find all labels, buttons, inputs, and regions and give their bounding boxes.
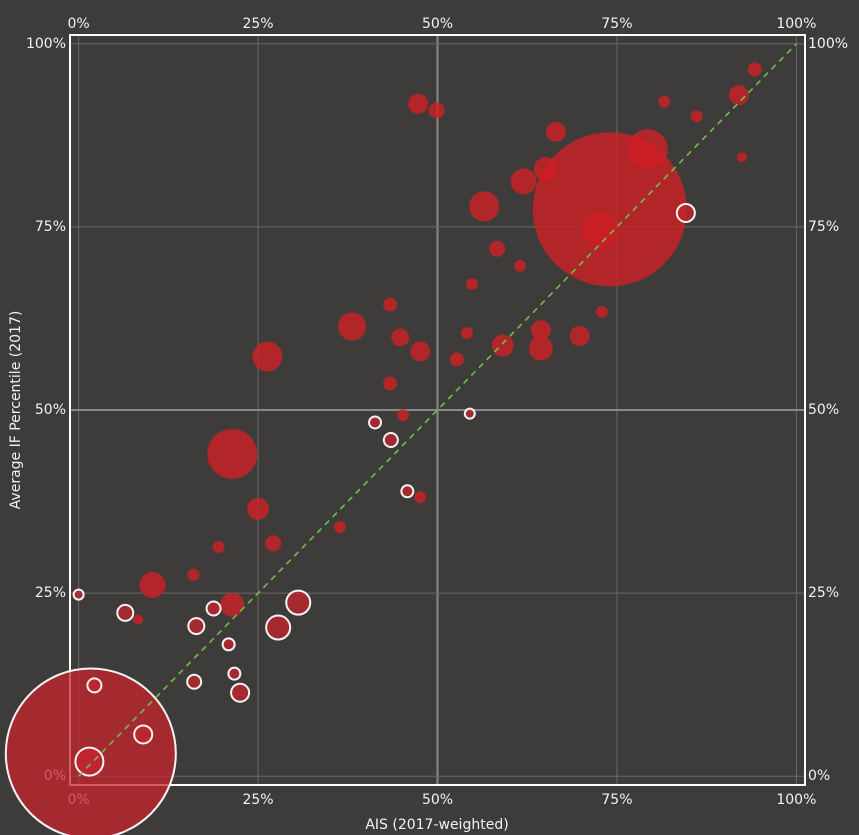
y-axis-label: Average IF Percentile (2017) bbox=[8, 311, 24, 510]
bubble-highlighted bbox=[116, 603, 135, 622]
bubble bbox=[528, 336, 553, 361]
bubble bbox=[545, 121, 566, 142]
bubble-highlighted bbox=[205, 600, 222, 617]
bubble bbox=[595, 305, 608, 318]
bubble bbox=[489, 240, 506, 257]
x-tick-label-top: 25% bbox=[242, 16, 273, 32]
bubble bbox=[690, 110, 703, 123]
bubble bbox=[510, 168, 537, 195]
y-tick-label-right: 75% bbox=[808, 219, 839, 235]
bubble bbox=[207, 428, 258, 479]
bubble bbox=[465, 278, 478, 291]
y-tick-label: 75% bbox=[35, 219, 66, 235]
bubble bbox=[391, 328, 410, 347]
bubble-highlighted bbox=[675, 202, 696, 223]
y-tick-label: 25% bbox=[35, 585, 66, 601]
reference-line bbox=[78, 43, 797, 777]
bubble bbox=[139, 572, 166, 599]
bubble bbox=[410, 341, 431, 362]
bubble bbox=[627, 129, 668, 170]
bubble bbox=[469, 191, 500, 222]
bubble bbox=[449, 352, 464, 367]
bubble-highlighted bbox=[227, 666, 242, 681]
bubble-highlighted bbox=[187, 617, 206, 636]
bubble bbox=[333, 521, 346, 534]
bubble bbox=[383, 297, 398, 312]
bubble bbox=[460, 327, 473, 340]
y-tick-label-right: 0% bbox=[808, 768, 830, 784]
x-tick-label: 75% bbox=[601, 792, 632, 808]
bubble bbox=[247, 497, 270, 520]
bubble bbox=[252, 341, 283, 372]
x-tick-label-top: 75% bbox=[601, 16, 632, 32]
y-tick-label-right: 50% bbox=[808, 402, 839, 418]
y-tick-label: 100% bbox=[26, 36, 66, 52]
y-tick-label-right: 25% bbox=[808, 585, 839, 601]
bubble bbox=[491, 334, 514, 357]
bubble bbox=[383, 376, 398, 391]
bubble-highlighted bbox=[463, 407, 476, 420]
x-tick-label-top: 0% bbox=[68, 16, 90, 32]
bubble bbox=[514, 259, 527, 272]
y-tick-label-right: 100% bbox=[808, 36, 848, 52]
bubble bbox=[530, 320, 551, 341]
bubble bbox=[187, 568, 200, 581]
x-axis-label: AIS (2017-weighted) bbox=[365, 817, 508, 833]
bubble bbox=[533, 157, 558, 182]
bubble-highlighted bbox=[285, 589, 312, 616]
x-tick-label-top: 50% bbox=[422, 16, 453, 32]
bubble bbox=[414, 491, 427, 504]
bubble bbox=[736, 152, 747, 163]
x-tick-label: 50% bbox=[422, 792, 453, 808]
bubble-highlighted bbox=[86, 677, 103, 694]
bubble-highlighted bbox=[72, 588, 85, 601]
bubble bbox=[581, 211, 618, 248]
bubble bbox=[133, 614, 144, 625]
bubble bbox=[265, 535, 282, 552]
plot-frame bbox=[69, 34, 806, 786]
x-tick-label-top: 100% bbox=[776, 16, 816, 32]
x-tick-label: 100% bbox=[776, 792, 816, 808]
bubble bbox=[408, 93, 429, 114]
bubble-highlighted bbox=[230, 682, 251, 703]
bubble bbox=[569, 326, 590, 347]
bubble bbox=[338, 312, 367, 341]
bubble bbox=[658, 95, 671, 108]
bubble bbox=[397, 409, 410, 422]
bubble bbox=[220, 592, 245, 617]
bubble-highlighted bbox=[400, 484, 415, 499]
bubble-highlighted bbox=[133, 724, 154, 745]
bubble bbox=[728, 85, 749, 106]
bubble-highlighted bbox=[221, 637, 236, 652]
x-tick-label: 25% bbox=[242, 792, 273, 808]
bubble bbox=[747, 62, 762, 77]
bubble-highlighted bbox=[74, 746, 105, 777]
bubble bbox=[532, 132, 687, 287]
bubble-highlighted bbox=[265, 614, 292, 641]
bubble-highlighted bbox=[368, 415, 383, 430]
y-tick-label: 50% bbox=[35, 402, 66, 418]
bubble-highlighted bbox=[186, 673, 203, 690]
bubble bbox=[212, 540, 225, 553]
bubble bbox=[428, 102, 445, 119]
bubble-highlighted bbox=[382, 432, 399, 449]
